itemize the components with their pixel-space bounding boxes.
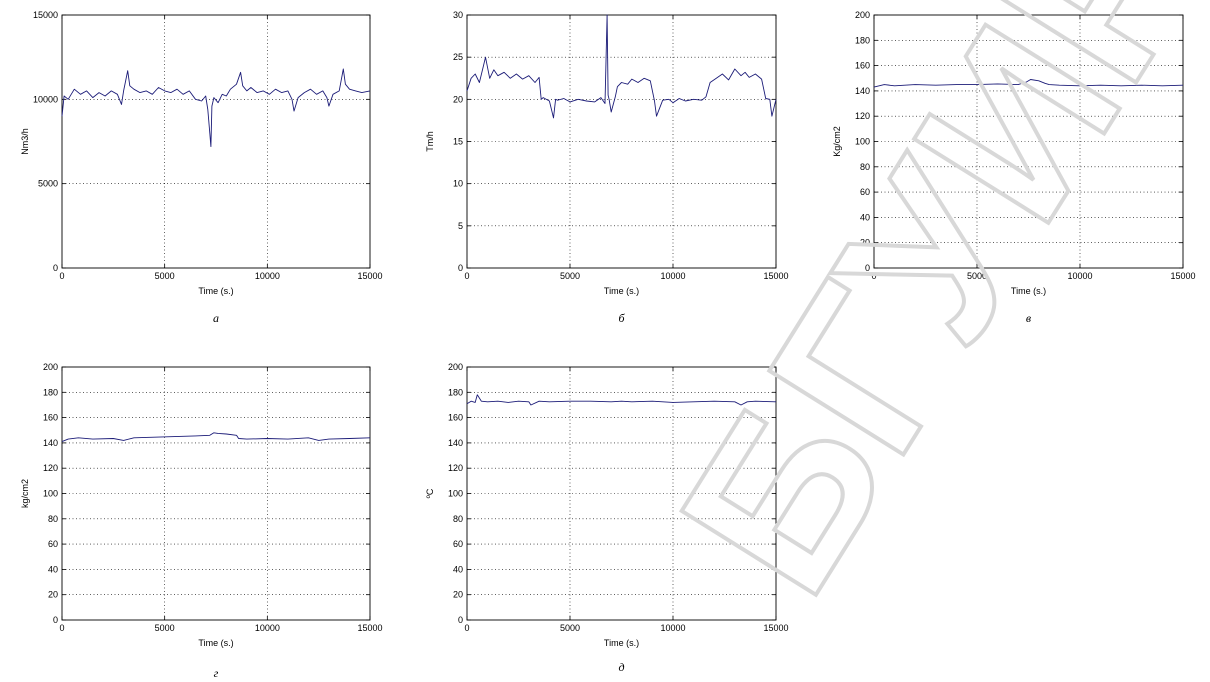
x-tick-label: 5000 xyxy=(967,271,987,281)
y-tick-label: 160 xyxy=(448,413,463,423)
y-tick-label: 80 xyxy=(860,162,870,172)
y-tick-label: 160 xyxy=(855,61,870,71)
y-tick-label: 120 xyxy=(448,463,463,473)
panel-caption: б xyxy=(618,311,625,325)
panel-caption: г xyxy=(214,666,219,680)
chart-panel-5: 0 5000 10000 15000 0 20 40 60 80 100 120 140 160 180 2… xyxy=(425,362,789,674)
y-tick-label: 40 xyxy=(48,564,58,574)
x-axis-label: Time (s.) xyxy=(198,286,233,296)
x-tick-label: 15000 xyxy=(357,623,382,633)
y-tick-label: 140 xyxy=(448,438,463,448)
series-line-1 xyxy=(873,79,1184,88)
x-tick-label: 5000 xyxy=(560,623,580,633)
y-tick-label: 180 xyxy=(855,35,870,45)
panel-caption: д xyxy=(618,660,624,674)
x-tick-label: 15000 xyxy=(763,623,788,633)
y-tick-label: 200 xyxy=(448,362,463,372)
x-tick-label: 5000 xyxy=(560,271,580,281)
y-tick-label: 0 xyxy=(865,263,870,273)
y-tick-label: 140 xyxy=(43,438,58,448)
chart-panel-1: 0 5000 10000 15000 0 5000 10000 15000 Time (s.) N… xyxy=(20,10,383,325)
y-tick-label: 120 xyxy=(43,463,58,473)
y-tick-label: 5 xyxy=(458,221,463,231)
y-tick-label: 0 xyxy=(458,615,463,625)
x-axis-label: Time (s.) xyxy=(604,286,639,296)
series-line-1 xyxy=(466,394,777,406)
x-tick-label: 0 xyxy=(871,271,876,281)
y-tick-label: 30 xyxy=(453,10,463,20)
y-tick-label: 200 xyxy=(855,10,870,20)
panel-caption: а xyxy=(213,311,219,325)
watermark: БГУИР xyxy=(631,0,1210,634)
y-tick-label: 0 xyxy=(53,263,58,273)
y-tick-label: 100 xyxy=(855,137,870,147)
y-tick-label: 40 xyxy=(453,564,463,574)
y-tick-label: 180 xyxy=(43,387,58,397)
y-axis-label: Nm3/h xyxy=(20,128,30,155)
series-line-1 xyxy=(61,68,371,148)
x-tick-label: 10000 xyxy=(660,271,685,281)
y-tick-label: 25 xyxy=(453,52,463,62)
y-axis-label: kg/cm2 xyxy=(20,479,30,508)
x-axis-label: Time (s.) xyxy=(198,638,233,648)
chart-panel-2: 0 5000 10000 15000 0 5 10 15 20 25 30 Time (s.) Tm/h… xyxy=(425,10,789,325)
x-tick-label: 0 xyxy=(464,623,469,633)
y-tick-label: 0 xyxy=(53,615,58,625)
y-tick-label: 140 xyxy=(855,86,870,96)
y-tick-label: 100 xyxy=(43,489,58,499)
chart-panel-4: 0 5000 10000 15000 0 20 40 60 80 100 120 140 160 180 2… xyxy=(20,362,383,680)
x-tick-label: 15000 xyxy=(1170,271,1195,281)
x-tick-label: 5000 xyxy=(155,271,175,281)
y-tick-label: 15000 xyxy=(33,10,58,20)
y-tick-label: 15 xyxy=(453,137,463,147)
x-tick-label: 0 xyxy=(59,271,64,281)
y-tick-label: 160 xyxy=(43,413,58,423)
x-tick-label: 10000 xyxy=(1067,271,1092,281)
y-axis-label: Kg/cm2 xyxy=(832,126,842,157)
y-tick-label: 40 xyxy=(860,212,870,222)
y-tick-label: 5000 xyxy=(38,179,58,189)
y-tick-label: 200 xyxy=(43,362,58,372)
y-tick-label: 20 xyxy=(453,590,463,600)
y-tick-label: 120 xyxy=(855,111,870,121)
y-tick-label: 60 xyxy=(860,187,870,197)
x-axis-label: Time (s.) xyxy=(1011,286,1046,296)
x-tick-label: 15000 xyxy=(357,271,382,281)
y-tick-label: 20 xyxy=(860,238,870,248)
y-tick-label: 10000 xyxy=(33,94,58,104)
y-tick-label: 10 xyxy=(453,179,463,189)
y-tick-label: 80 xyxy=(48,514,58,524)
x-tick-label: 10000 xyxy=(255,623,280,633)
y-tick-label: 60 xyxy=(48,539,58,549)
series-line-1 xyxy=(466,14,777,119)
x-tick-label: 10000 xyxy=(660,623,685,633)
y-tick-label: 20 xyxy=(48,590,58,600)
series-line-1 xyxy=(61,432,371,443)
plot-frame xyxy=(61,14,371,269)
x-tick-label: 10000 xyxy=(255,271,280,281)
x-tick-label: 0 xyxy=(59,623,64,633)
x-tick-label: 0 xyxy=(464,271,469,281)
y-tick-label: 80 xyxy=(453,514,463,524)
y-axis-label: ºC xyxy=(425,488,435,498)
y-tick-label: 180 xyxy=(448,387,463,397)
x-tick-label: 15000 xyxy=(763,271,788,281)
y-tick-label: 0 xyxy=(458,263,463,273)
x-axis-label: Time (s.) xyxy=(604,638,639,648)
x-tick-label: 5000 xyxy=(155,623,175,633)
y-tick-label: 100 xyxy=(448,489,463,499)
y-tick-label: 20 xyxy=(453,94,463,104)
chart-panel-3: 0 5000 10000 15000 0 20 40 60 80 100 120 140 160 180 2… xyxy=(832,10,1196,325)
panel-caption: в xyxy=(1026,311,1031,325)
y-tick-label: 60 xyxy=(453,539,463,549)
y-axis-label: Tm/h xyxy=(425,131,435,152)
